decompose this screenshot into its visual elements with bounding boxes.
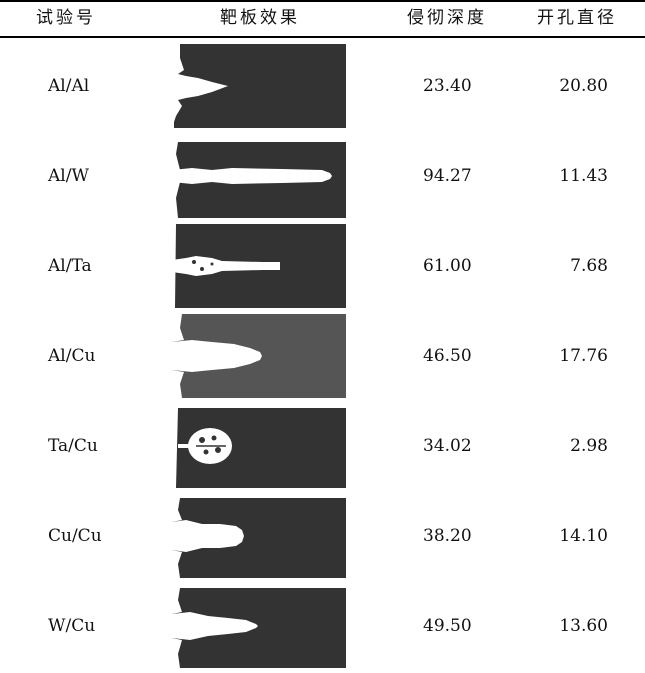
target-plate-image bbox=[172, 44, 346, 128]
depth-cell: 23.40 bbox=[423, 76, 472, 96]
diameter-cell: 7.68 bbox=[570, 256, 608, 276]
trial-cell: Al/Ta bbox=[48, 256, 92, 276]
trial-cell: Cu/Cu bbox=[48, 526, 102, 546]
trial-cell: W/Cu bbox=[48, 616, 96, 636]
header-effect: 靶板效果 bbox=[220, 8, 300, 28]
table-row: Al/W 94.27 11.43 bbox=[0, 134, 645, 218]
table-row: Ta/Cu 34.02 2.98 bbox=[0, 404, 645, 488]
table-row: Al/Al 23.40 20.80 bbox=[0, 44, 645, 128]
diameter-cell: 2.98 bbox=[570, 436, 608, 456]
header-bottom-rule bbox=[0, 36, 645, 38]
depth-cell: 46.50 bbox=[423, 346, 472, 366]
depth-cell: 38.20 bbox=[423, 526, 472, 546]
target-plate-image bbox=[172, 404, 346, 488]
target-plate-image bbox=[172, 494, 346, 578]
header-diameter: 开孔直径 bbox=[537, 8, 617, 28]
depth-cell: 49.50 bbox=[423, 616, 472, 636]
depth-cell: 34.02 bbox=[423, 436, 472, 456]
trial-cell: Ta/Cu bbox=[48, 436, 98, 456]
table-header: 试验号 靶板效果 侵彻深度 开孔直径 bbox=[0, 0, 645, 36]
depth-cell: 61.00 bbox=[423, 256, 472, 276]
target-plate-image bbox=[172, 134, 346, 218]
header-trial: 试验号 bbox=[36, 8, 96, 28]
table-row: Cu/Cu 38.20 14.10 bbox=[0, 494, 645, 578]
table-row: W/Cu 49.50 13.60 bbox=[0, 584, 645, 668]
table-row: Al/Ta 61.00 7.68 bbox=[0, 224, 645, 308]
diameter-cell: 17.76 bbox=[559, 346, 608, 366]
target-plate-image bbox=[172, 224, 346, 308]
trial-cell: Al/Cu bbox=[48, 346, 96, 366]
diameter-cell: 20.80 bbox=[559, 76, 608, 96]
header-depth: 侵彻深度 bbox=[407, 8, 487, 28]
trial-cell: Al/Al bbox=[48, 76, 90, 96]
diameter-cell: 11.43 bbox=[559, 166, 608, 186]
table-row: Al/Cu 46.50 17.76 bbox=[0, 314, 645, 398]
table-top-rule bbox=[0, 0, 645, 2]
target-plate-image bbox=[172, 584, 346, 668]
target-plate-image bbox=[172, 314, 346, 398]
diameter-cell: 13.60 bbox=[559, 616, 608, 636]
diameter-cell: 14.10 bbox=[559, 526, 608, 546]
depth-cell: 94.27 bbox=[423, 166, 472, 186]
trial-cell: Al/W bbox=[48, 166, 89, 186]
